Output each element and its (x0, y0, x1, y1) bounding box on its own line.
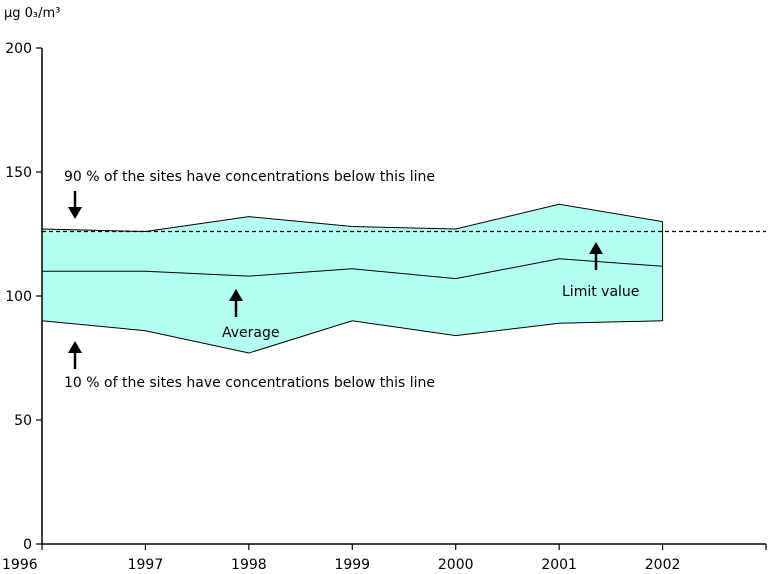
x-tick-label: 2002 (645, 557, 681, 573)
y-tick-label: 50 (14, 413, 32, 429)
average-annotation: Average (222, 325, 280, 341)
arrow-up-icon (589, 242, 603, 270)
y-tick-label: 150 (5, 165, 32, 181)
p10-annotation: 10 % of the sites have concentrations be… (64, 375, 435, 391)
x-tick-label: 1996 (2, 557, 38, 573)
x-ticks: 1996 1997 1998 1999 2000 2001 2002 (2, 544, 767, 573)
arrow-up-icon (68, 341, 82, 369)
average-series-line (42, 258, 663, 280)
arrow-down-icon (68, 191, 82, 219)
arrow-up-icon (229, 289, 243, 317)
y-tick-label: 100 (5, 289, 32, 305)
x-tick-label: 1997 (128, 557, 164, 573)
x-tick-label: 1998 (231, 557, 267, 573)
y-tick-label: 0 (23, 537, 32, 553)
percentile-band-area (42, 204, 663, 354)
x-tick-label: 1999 (334, 557, 370, 573)
y-axis-unit-label: µg 0₃/m³ (4, 6, 60, 21)
p10-series-line (41, 320, 663, 354)
y-ticks: 0 50 100 150 200 (5, 41, 42, 553)
x-tick-label: 2001 (541, 557, 577, 573)
limit-value-annotation: Limit value (562, 284, 639, 300)
x-tick-label: 2000 (438, 557, 474, 573)
y-tick-label: 200 (5, 41, 32, 57)
p90-series-line (41, 203, 663, 233)
p90-annotation: 90 % of the sites have concentrations be… (64, 169, 435, 185)
